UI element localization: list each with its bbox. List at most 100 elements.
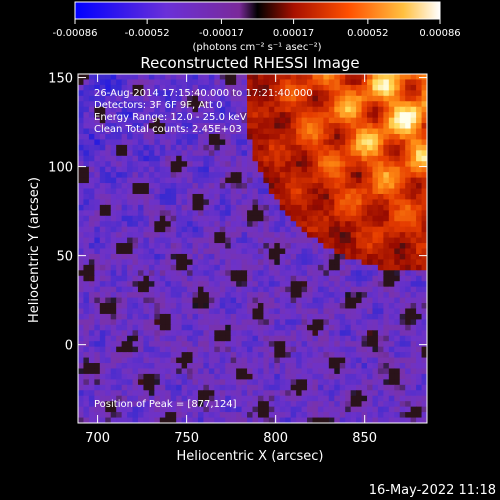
- heatmap-cell: [367, 177, 374, 184]
- heatmap-cell: [192, 226, 199, 233]
- heatmap-cell: [176, 166, 183, 173]
- heatmap-cell: [334, 188, 341, 195]
- heatmap-cell: [148, 297, 155, 304]
- heatmap-cell: [339, 275, 346, 282]
- heatmap-cell: [339, 292, 346, 299]
- heatmap-cell: [334, 281, 341, 288]
- heatmap-cell: [110, 199, 117, 206]
- heatmap-cell: [421, 172, 427, 179]
- heatmap-cell: [361, 341, 368, 348]
- heatmap-cell: [203, 172, 210, 179]
- heatmap-cell: [377, 308, 384, 315]
- heatmap-cell: [274, 330, 281, 337]
- heatmap-cell: [88, 193, 95, 201]
- heatmap-cell: [241, 417, 248, 423]
- heatmap-cell: [263, 297, 270, 304]
- heatmap-cell: [94, 286, 101, 293]
- heatmap-cell: [279, 297, 286, 304]
- heatmap-cell: [334, 79, 341, 86]
- heatmap-cell: [356, 106, 363, 113]
- heatmap-cell: [143, 128, 150, 135]
- heatmap-cell: [105, 155, 112, 162]
- heatmap-cell: [159, 346, 166, 353]
- heatmap-cell: [170, 79, 177, 86]
- heatmap-cell: [372, 297, 379, 304]
- heatmap-cell: [219, 210, 226, 217]
- heatmap-cell: [307, 90, 314, 97]
- heatmap-cell: [350, 281, 357, 288]
- heatmap-cell: [410, 188, 417, 195]
- heatmap-cell: [377, 303, 384, 310]
- heatmap-cell: [214, 155, 221, 162]
- heatmap-cell: [263, 313, 270, 320]
- heatmap-cell: [225, 270, 232, 277]
- heatmap-cell: [116, 172, 123, 179]
- heatmap-cell: [105, 150, 112, 157]
- heatmap-cell: [296, 95, 303, 102]
- heatmap-cell: [399, 112, 406, 119]
- heatmap-cell: [154, 193, 161, 201]
- heatmap-cell: [78, 123, 85, 130]
- heatmap-cell: [361, 150, 368, 157]
- heatmap-cell: [356, 90, 363, 97]
- heatmap-cell: [350, 199, 357, 206]
- heatmap-cell: [345, 303, 352, 310]
- heatmap-cell: [137, 303, 145, 310]
- heatmap-cell: [421, 330, 427, 337]
- heatmap-cell: [405, 341, 412, 348]
- heatmap-cell: [285, 384, 292, 391]
- heatmap-cell: [247, 373, 254, 380]
- heatmap-cell: [170, 144, 177, 151]
- heatmap-cell: [416, 368, 423, 375]
- heatmap-cell: [285, 395, 292, 402]
- heatmap-cell: [230, 117, 237, 124]
- heatmap-cell: [170, 346, 177, 353]
- heatmap-cell: [334, 292, 341, 299]
- heatmap-cell: [257, 297, 264, 304]
- heatmap-cell: [116, 79, 123, 86]
- heatmap-cell: [350, 232, 357, 239]
- heatmap-cell: [137, 193, 145, 201]
- heatmap-cell: [214, 199, 221, 206]
- heatmap-cell: [372, 232, 379, 239]
- heatmap-cell: [121, 106, 128, 113]
- heatmap-cell: [356, 226, 363, 233]
- heatmap-cell: [187, 232, 194, 239]
- heatmap-cell: [159, 401, 166, 408]
- heatmap-cell: [301, 221, 308, 228]
- heatmap-cell: [143, 313, 150, 320]
- heatmap-cell: [241, 188, 248, 195]
- heatmap-cell: [225, 406, 232, 413]
- heatmap-cell: [421, 90, 427, 97]
- heatmap-cell: [323, 281, 330, 288]
- heatmap-cell: [394, 204, 401, 211]
- heatmap-cell: [383, 379, 390, 386]
- heatmap-cell: [137, 286, 145, 293]
- heatmap-cell: [181, 155, 188, 162]
- heatmap-cell: [170, 123, 177, 130]
- heatmap-cell: [416, 177, 423, 184]
- heatmap-cell: [388, 183, 395, 190]
- heatmap-cell: [137, 406, 145, 413]
- heatmap-cell: [236, 106, 243, 113]
- heatmap-cell: [219, 373, 226, 380]
- heatmap-cell: [350, 84, 357, 91]
- heatmap-cell: [214, 144, 221, 151]
- heatmap-cell: [159, 95, 166, 102]
- heatmap-cell: [154, 259, 161, 266]
- heatmap-cell: [377, 341, 384, 348]
- heatmap-cell: [377, 401, 384, 408]
- heatmap-cell: [154, 253, 161, 260]
- heatmap-cell: [296, 237, 303, 244]
- heatmap-cell: [307, 335, 314, 342]
- heatmap-cell: [241, 406, 248, 413]
- heatmap-cell: [279, 150, 286, 157]
- heatmap-cell: [263, 324, 270, 331]
- heatmap-cell: [187, 335, 194, 342]
- heatmap-cell: [154, 112, 161, 119]
- heatmap-cell: [285, 253, 292, 260]
- heatmap-cell: [334, 341, 341, 348]
- heatmap-cell: [214, 363, 221, 370]
- heatmap-cell: [105, 264, 112, 271]
